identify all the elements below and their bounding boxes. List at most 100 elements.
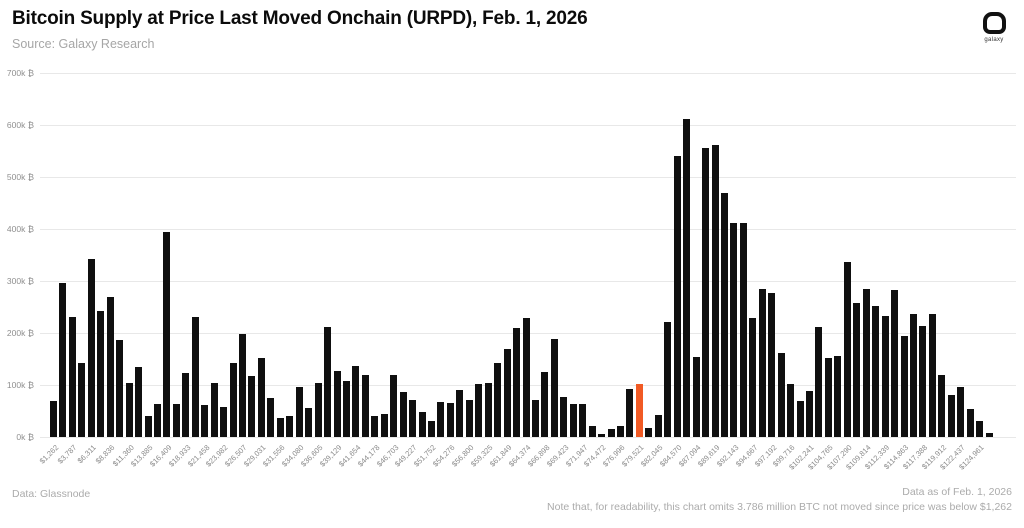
- bar: [182, 372, 190, 437]
- bar: [645, 427, 653, 437]
- plot-area: [40, 73, 1016, 438]
- bar: [465, 400, 473, 437]
- chart-source-subtitle: Source: Galaxy Research: [12, 37, 155, 51]
- bar: [97, 311, 105, 437]
- gridline-500k: [40, 177, 1016, 178]
- bar: [437, 402, 445, 437]
- bar: [711, 144, 719, 437]
- y-tick-label: 500k ₿: [6, 172, 34, 182]
- bar: [541, 372, 549, 437]
- y-tick-label: 200k ₿: [6, 328, 34, 338]
- gridline-700k: [40, 73, 1016, 74]
- chart-title: Bitcoin Supply at Price Last Moved Oncha…: [12, 8, 588, 29]
- galaxy-logo-text: galaxy: [984, 37, 1004, 43]
- bar: [342, 381, 350, 437]
- bar: [380, 414, 388, 437]
- bar: [673, 155, 681, 437]
- bar: [550, 338, 558, 437]
- bar: [985, 432, 993, 437]
- bar: [494, 362, 502, 437]
- bar: [475, 384, 483, 437]
- bar: [333, 370, 341, 437]
- bar: [267, 398, 275, 437]
- bar: [843, 262, 851, 437]
- bar: [409, 399, 417, 437]
- gridline-400k: [40, 229, 1016, 230]
- bar: [796, 400, 804, 437]
- bar: [352, 365, 360, 437]
- bar: [758, 289, 766, 437]
- bar: [257, 357, 265, 437]
- bar: [87, 258, 95, 437]
- bar: [824, 358, 832, 437]
- bar: [607, 429, 615, 437]
- gridline-300k: [40, 281, 1016, 282]
- bar: [806, 391, 813, 437]
- data-provider-note: Data: Glassnode: [12, 488, 91, 500]
- bar: [59, 283, 67, 437]
- bar: [116, 340, 124, 437]
- bar: [938, 374, 946, 437]
- bar: [484, 383, 492, 437]
- bar-highlight-current-price: [635, 384, 643, 437]
- y-tick-label: 100k ₿: [6, 380, 34, 390]
- bar: [135, 367, 143, 437]
- bar: [191, 317, 199, 437]
- bar: [276, 417, 284, 437]
- bar: [966, 409, 974, 437]
- bar: [78, 363, 86, 437]
- bar: [787, 383, 795, 437]
- bar: [68, 316, 76, 437]
- bar: [324, 327, 332, 437]
- bar: [163, 232, 171, 437]
- bar: [560, 397, 568, 437]
- bar: [503, 349, 511, 437]
- bar: [862, 288, 870, 437]
- bar: [428, 420, 435, 437]
- bar: [305, 407, 313, 437]
- bar: [853, 302, 861, 437]
- y-tick-label: 0k ₿: [16, 432, 34, 442]
- bar: [768, 292, 776, 437]
- bar: [692, 357, 700, 437]
- bar: [909, 314, 917, 437]
- bar: [683, 118, 691, 437]
- bar: [928, 313, 936, 437]
- bar: [295, 387, 303, 437]
- bar: [144, 415, 152, 437]
- bar: [106, 296, 114, 437]
- bar: [588, 425, 596, 437]
- bar: [314, 382, 322, 437]
- bar: [891, 289, 899, 437]
- bar: [579, 403, 587, 437]
- bar: [172, 403, 180, 437]
- bar: [418, 412, 426, 437]
- bar: [881, 315, 889, 437]
- gridline-600k: [40, 125, 1016, 126]
- bar: [286, 416, 294, 437]
- bar: [569, 404, 577, 437]
- bar: [50, 400, 57, 437]
- bar: [201, 404, 209, 437]
- y-tick-label: 700k ₿: [6, 68, 34, 78]
- bar: [739, 223, 747, 437]
- bar: [598, 433, 606, 437]
- bar: [664, 321, 672, 437]
- bar: [730, 222, 738, 437]
- bar: [220, 407, 228, 437]
- bar: [720, 192, 728, 437]
- gridline-0k: [40, 437, 1016, 438]
- bar: [229, 362, 237, 437]
- y-tick-label: 600k ₿: [6, 120, 34, 130]
- bar: [513, 328, 521, 437]
- galaxy-logo: galaxy: [974, 12, 1014, 43]
- bar: [626, 388, 634, 437]
- bar: [900, 335, 908, 437]
- bar: [834, 356, 842, 437]
- y-tick-label: 300k ₿: [6, 276, 34, 286]
- bar: [361, 375, 369, 437]
- bar: [239, 334, 246, 437]
- bar: [210, 382, 218, 437]
- bar: [749, 318, 757, 437]
